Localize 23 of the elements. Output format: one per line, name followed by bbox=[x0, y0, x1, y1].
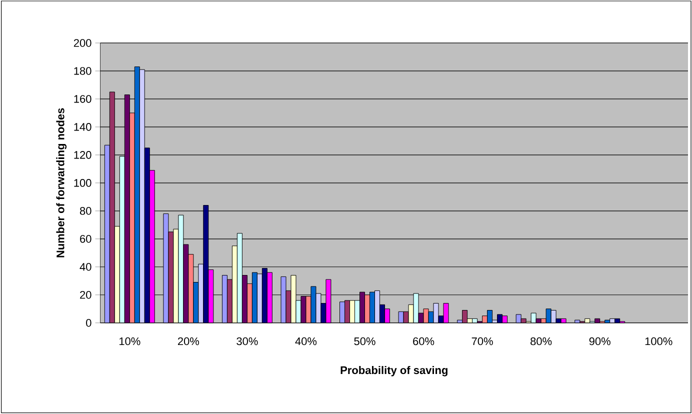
y-tick-label: 40 bbox=[80, 262, 92, 271]
y-tick-label: 160 bbox=[74, 95, 92, 103]
y-tick-label: 80 bbox=[80, 206, 92, 215]
x-tick-label: 50% bbox=[354, 337, 376, 346]
y-tick-label: 0 bbox=[86, 318, 92, 327]
x-tick-label: 60% bbox=[413, 337, 434, 346]
y-tick-label: 140 bbox=[74, 123, 92, 131]
y-axis-title: Number of forwarding nodes bbox=[56, 108, 67, 258]
x-tick-label: 10% bbox=[119, 337, 140, 346]
x-tick-label: 40% bbox=[295, 337, 317, 346]
y-tick-label: 200 bbox=[74, 39, 92, 47]
y-tick-label: 20 bbox=[80, 290, 92, 299]
x-axis-title: Probability of saving bbox=[340, 366, 448, 376]
y-tick-label: 100 bbox=[74, 178, 92, 187]
x-tick-label: 20% bbox=[178, 337, 200, 346]
y-tick-label: 60 bbox=[80, 234, 92, 243]
x-tick-label: 80% bbox=[530, 337, 552, 346]
y-tick-label: 120 bbox=[74, 151, 92, 159]
x-tick-label: 90% bbox=[589, 337, 610, 346]
x-tick-label: 100% bbox=[645, 337, 672, 346]
x-tick-label: 30% bbox=[236, 337, 258, 346]
x-tick-label: 70% bbox=[472, 337, 493, 346]
y-tick-label: 180 bbox=[74, 67, 92, 75]
